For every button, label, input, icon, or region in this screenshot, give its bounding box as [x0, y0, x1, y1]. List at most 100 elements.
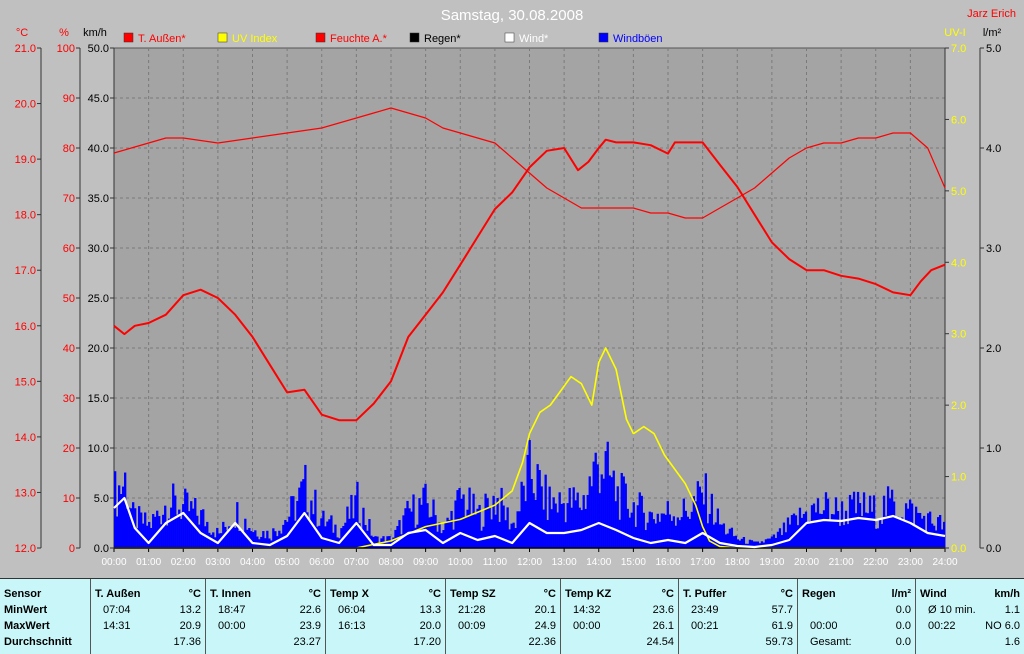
gust-bar — [924, 532, 928, 548]
gust-bar — [604, 451, 607, 548]
gust-bar — [704, 473, 708, 548]
gust-bar — [894, 516, 898, 548]
gust-bar — [130, 508, 133, 548]
gust-bar — [600, 474, 603, 548]
y-tick-label-uv: 7.0 — [951, 43, 966, 55]
gust-bar — [186, 492, 189, 548]
x-tick-label: 08:00 — [378, 557, 403, 568]
gust-bar — [366, 530, 369, 548]
gust-bar — [490, 519, 493, 548]
gust-bar — [300, 481, 303, 548]
stats-label: Durchschnitt — [4, 636, 72, 648]
gust-bar — [146, 525, 149, 548]
gust-bar — [634, 526, 637, 548]
gust-bar — [538, 470, 541, 548]
gust-bar — [642, 512, 645, 548]
gust-bar — [120, 493, 123, 548]
legend-label: Regen* — [424, 33, 461, 45]
gust-bar — [230, 528, 233, 548]
y-tick-label-humidity: 40 — [63, 343, 75, 355]
x-axis-ticks: 00:00 01:00 02:00 03:00 04:00 05:00 06:00 07:00… — [101, 548, 958, 568]
gust-bar — [926, 513, 930, 548]
gust-bar — [242, 531, 245, 548]
y-tick-label-temp: 15.0 — [15, 376, 36, 388]
gust-bar — [782, 522, 786, 548]
gust-bar — [334, 524, 337, 548]
y-tick-label-wind: 45.0 — [88, 93, 109, 105]
stats-value: 61.9 — [771, 620, 793, 632]
x-tick-label: 04:00 — [240, 557, 265, 568]
y-tick-label-temp: 16.0 — [15, 321, 36, 333]
stats-label: 06:04 — [338, 604, 366, 616]
gust-bar — [828, 520, 832, 548]
gust-bar — [470, 515, 473, 548]
gust-bar — [638, 492, 641, 548]
x-tick-label: 14:00 — [586, 557, 611, 568]
gust-bar — [788, 524, 792, 548]
gust-bar — [678, 520, 681, 548]
gust-bar — [588, 476, 591, 548]
weather-chart: 00:00 01:00 02:00 03:00 04:00 05:00 06:00 07:00… — [15, 7, 1016, 568]
gust-bar — [512, 522, 515, 548]
gust-bar — [868, 495, 872, 548]
stats-value: 0.0 — [895, 604, 911, 616]
gust-bar — [292, 496, 295, 548]
gust-bar — [448, 519, 451, 548]
gust-bar — [232, 526, 235, 548]
stats-col-wind: Wind km/h Ø 10 min. 1.1 00:22 NO 6.0 1.6 — [915, 579, 1024, 654]
series-lines — [113, 107, 946, 549]
gust-bar — [652, 519, 655, 548]
stats-label: Ø 10 min. — [928, 604, 976, 616]
gust-bar — [734, 535, 738, 548]
gust-bar — [346, 506, 349, 548]
gust-bar — [252, 532, 255, 548]
gust-bar — [786, 517, 790, 548]
y-tick-label-rain: 2.0 — [986, 343, 1001, 355]
gust-bar — [144, 512, 147, 548]
x-tick-label: 10:00 — [448, 557, 473, 568]
stats-value: 22.36 — [528, 636, 556, 648]
gust-bar — [632, 502, 635, 548]
gust-bar — [442, 530, 445, 548]
y-tick-label-wind: 50.0 — [88, 43, 109, 55]
gust-bar — [412, 494, 415, 548]
gust-bar — [190, 501, 193, 548]
gust-bar — [268, 538, 271, 548]
gust-bar — [308, 519, 311, 548]
gust-bar — [940, 529, 944, 548]
stats-label: 14:32 — [573, 604, 601, 616]
gust-bar — [676, 517, 679, 548]
gust-bar — [164, 505, 167, 548]
gust-bar — [730, 527, 734, 548]
gust-bar — [256, 536, 259, 548]
x-tick-label: 11:00 — [483, 557, 508, 568]
y-axes: 12.0 13.0 14.0 15.0 16.0 17.0 18.0 19.0 20.0 21.0… — [15, 27, 1002, 555]
gust-bar — [888, 498, 892, 548]
gust-bar — [388, 536, 391, 548]
gust-bar — [898, 518, 902, 548]
gust-bar — [348, 518, 351, 548]
y-tick-label-wind: 10.0 — [88, 443, 109, 455]
axis-unit-rain: l/m² — [983, 27, 1002, 39]
stats-col-sensor: Sensor MinWert MaxWert Durchschnitt — [0, 579, 90, 654]
gust-bar — [364, 525, 367, 548]
x-tick-label: 07:00 — [344, 557, 369, 568]
gust-bar — [184, 488, 187, 548]
y-tick-label-wind: 5.0 — [94, 493, 109, 505]
stats-unit: km/h — [994, 588, 1020, 600]
y-tick-label-humidity: 0 — [69, 543, 75, 555]
gust-bar — [932, 525, 936, 548]
gust-bar — [582, 495, 585, 548]
gust-bar — [284, 519, 287, 548]
axis-unit-wind: km/h — [83, 27, 107, 39]
x-tick-label: 16:00 — [655, 557, 680, 568]
stats-label: 16:13 — [338, 620, 366, 632]
gust-bar — [934, 530, 938, 548]
gust-bar — [188, 511, 191, 548]
stats-col-t-au-en: T. Außen °C 07:04 13.2 14:31 20.9 17.36 — [90, 579, 205, 654]
gust-bar — [150, 527, 153, 548]
gust-bar — [688, 518, 691, 548]
y-tick-label-wind: 20.0 — [88, 343, 109, 355]
gust-bar — [128, 507, 131, 548]
stats-label: 21:28 — [458, 604, 486, 616]
